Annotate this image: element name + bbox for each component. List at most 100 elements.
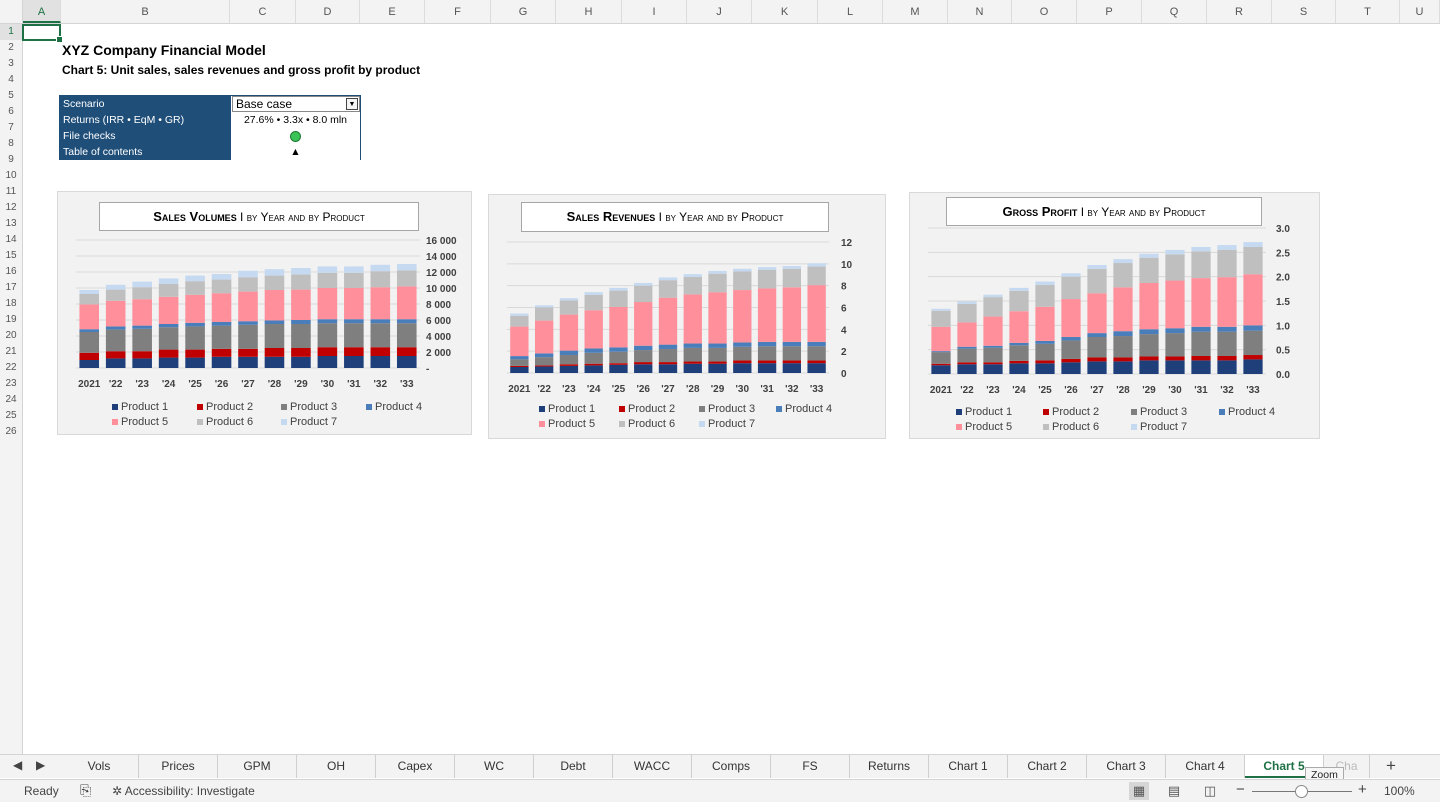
- bar-product-1-4[interactable]: [1035, 363, 1055, 374]
- bar-product-2-7[interactable]: [1113, 357, 1133, 362]
- legend-entry[interactable]: Product 6: [628, 418, 675, 430]
- bar-product-2-10[interactable]: [1191, 355, 1211, 361]
- bar-product-6-2[interactable]: [132, 287, 152, 300]
- bar-product-6-2[interactable]: [559, 300, 579, 315]
- bar-product-7-6[interactable]: [238, 270, 258, 278]
- column-header-r[interactable]: R: [1207, 0, 1272, 23]
- legend-entry[interactable]: Product 4: [1228, 406, 1275, 418]
- bar-product-1-8[interactable]: [708, 363, 727, 373]
- row-header-20[interactable]: 20: [5, 330, 17, 341]
- bar-product-5-7[interactable]: [1113, 287, 1133, 332]
- bar-product-1-0[interactable]: [79, 360, 100, 368]
- column-header-t[interactable]: T: [1336, 0, 1400, 23]
- bar-product-7-1[interactable]: [534, 305, 554, 308]
- row-header-5[interactable]: 5: [8, 90, 14, 101]
- column-header-j[interactable]: J: [687, 0, 752, 23]
- bar-product-4-8[interactable]: [291, 320, 311, 324]
- bar-product-2-8[interactable]: [708, 361, 727, 364]
- bar-product-7-5[interactable]: [634, 282, 653, 286]
- row-header-1[interactable]: 1: [0, 24, 22, 40]
- tab-chart-3[interactable]: Chart 3: [1087, 755, 1166, 778]
- row-header-17[interactable]: 17: [5, 282, 17, 293]
- column-header-d[interactable]: D: [296, 0, 360, 23]
- bar-product-6-1[interactable]: [957, 303, 977, 323]
- tab-vols[interactable]: Vols: [60, 755, 139, 778]
- bar-product-3-1[interactable]: [105, 329, 126, 352]
- bar-product-6-6[interactable]: [658, 280, 678, 298]
- row-header-21[interactable]: 21: [5, 346, 17, 357]
- zoom-level[interactable]: 100%: [1384, 784, 1415, 798]
- bar-product-3-3[interactable]: [584, 352, 603, 364]
- bar-product-1-1[interactable]: [534, 366, 554, 373]
- legend-entry[interactable]: Product 3: [1140, 406, 1187, 418]
- tab-chart-1[interactable]: Chart 1: [929, 755, 1008, 778]
- row-header-25[interactable]: 25: [5, 410, 17, 421]
- row-header-7[interactable]: 7: [8, 122, 14, 133]
- bar-product-1-9[interactable]: [1165, 360, 1185, 374]
- row-header-12[interactable]: 12: [5, 202, 17, 213]
- row-header-9[interactable]: 9: [8, 154, 14, 165]
- bar-product-2-12[interactable]: [1243, 355, 1263, 360]
- bar-product-3-1[interactable]: [534, 357, 554, 366]
- bar-product-1-12[interactable]: [1243, 359, 1263, 374]
- legend-entry[interactable]: Product 3: [290, 401, 337, 413]
- bar-product-3-8[interactable]: [708, 347, 727, 362]
- bar-product-2-1[interactable]: [105, 351, 126, 359]
- bar-product-7-9[interactable]: [733, 268, 752, 272]
- bar-product-5-7[interactable]: [264, 290, 285, 321]
- bar-product-5-5[interactable]: [634, 302, 653, 346]
- bar-product-2-12[interactable]: [396, 347, 417, 356]
- column-header-i[interactable]: I: [622, 0, 687, 23]
- bar-product-2-0[interactable]: [931, 363, 951, 366]
- bar-product-5-0[interactable]: [931, 326, 951, 352]
- bar-product-5-9[interactable]: [1165, 280, 1185, 329]
- bar-product-7-10[interactable]: [1191, 246, 1211, 252]
- bar-product-2-3[interactable]: [584, 363, 603, 366]
- bar-product-6-0[interactable]: [510, 315, 529, 327]
- bar-product-5-11[interactable]: [1217, 277, 1237, 327]
- bar-product-1-6[interactable]: [238, 356, 258, 368]
- bar-product-2-9[interactable]: [1165, 356, 1185, 361]
- tab-returns[interactable]: Returns: [850, 755, 929, 778]
- bar-product-5-8[interactable]: [1139, 282, 1159, 330]
- row-header-22[interactable]: 22: [5, 362, 17, 373]
- bar-product-3-4[interactable]: [185, 326, 205, 350]
- bar-product-2-3[interactable]: [158, 349, 179, 358]
- chart-sales-revenues[interactable]: 12 10 8 6 4 2 0 2021 '22 '23 '24 '25 '26 '27 '28 '29 '30…: [488, 194, 886, 439]
- bar-product-1-4[interactable]: [185, 357, 205, 368]
- bar-product-7-6[interactable]: [1087, 264, 1107, 269]
- bar-product-4-1[interactable]: [534, 353, 554, 358]
- bar-product-2-2[interactable]: [559, 364, 579, 366]
- bar-product-7-8[interactable]: [708, 270, 727, 274]
- bar-product-1-12[interactable]: [396, 356, 417, 368]
- row-header-13[interactable]: 13: [5, 218, 17, 229]
- bar-product-6-12[interactable]: [396, 270, 417, 287]
- bar-product-1-1[interactable]: [105, 358, 126, 368]
- bar-product-1-6[interactable]: [658, 364, 678, 373]
- zoom-in-button[interactable]: +: [1358, 781, 1367, 798]
- bar-product-1-5[interactable]: [634, 364, 653, 373]
- row-header-15[interactable]: 15: [5, 250, 17, 261]
- bar-product-4-2[interactable]: [132, 325, 152, 329]
- bar-product-3-3[interactable]: [158, 327, 179, 350]
- bar-product-7-6[interactable]: [658, 277, 678, 281]
- bar-product-1-11[interactable]: [1217, 360, 1237, 374]
- bar-product-6-11[interactable]: [782, 268, 802, 288]
- bar-product-6-0[interactable]: [79, 294, 100, 305]
- bar-product-5-1[interactable]: [534, 320, 554, 354]
- bar-product-3-6[interactable]: [658, 348, 678, 363]
- bar-product-5-2[interactable]: [559, 314, 579, 351]
- bar-product-6-4[interactable]: [609, 290, 628, 307]
- bar-product-5-11[interactable]: [370, 287, 391, 320]
- bar-product-4-7[interactable]: [1113, 331, 1133, 337]
- tab-debt[interactable]: Debt: [534, 755, 613, 778]
- bar-product-6-3[interactable]: [1009, 290, 1029, 312]
- select-all-corner[interactable]: [0, 0, 23, 23]
- bar-product-4-7[interactable]: [264, 320, 285, 324]
- bar-product-7-3[interactable]: [158, 278, 179, 284]
- bar-product-5-0[interactable]: [79, 304, 100, 330]
- bar-product-4-6[interactable]: [658, 344, 678, 349]
- bar-product-1-3[interactable]: [158, 357, 179, 368]
- bar-product-5-11[interactable]: [782, 287, 802, 342]
- bar-product-6-8[interactable]: [291, 274, 311, 290]
